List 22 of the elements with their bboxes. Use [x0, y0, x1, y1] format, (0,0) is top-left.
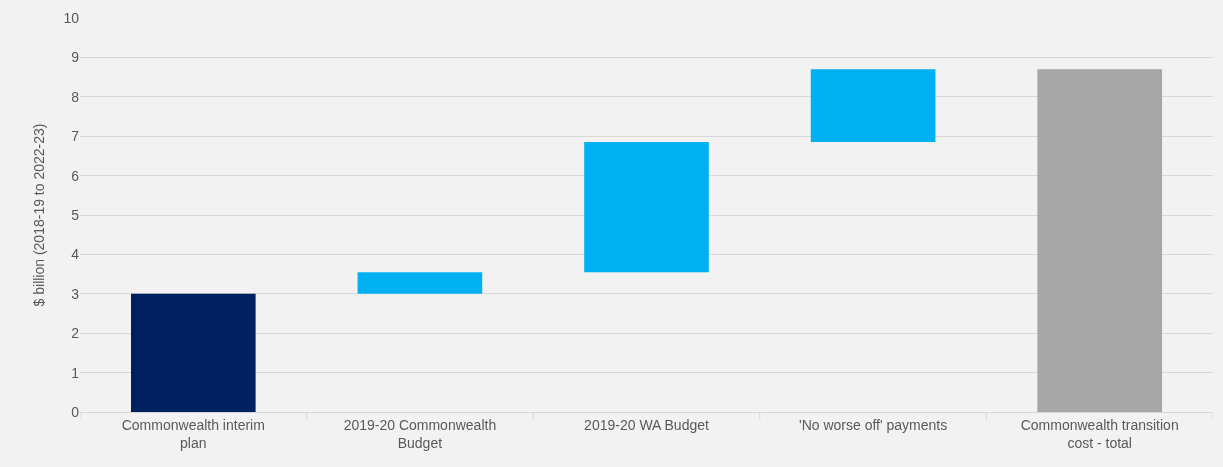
- y-tick-label: 6: [71, 167, 80, 184]
- y-tick-label: 7: [71, 128, 80, 145]
- y-tick-label: 5: [71, 206, 80, 223]
- x-tick-label: 2019-20 Commonwealth Budget: [343, 416, 497, 451]
- bar: [584, 142, 709, 273]
- y-tick-label: 9: [71, 49, 80, 66]
- x-tick-label: 2019-20 WA Budget: [584, 416, 709, 433]
- y-tick-label: 10: [63, 9, 80, 26]
- y-axis-title: $ billion (2018-19 to 2022-23): [31, 123, 48, 307]
- bar: [357, 272, 483, 294]
- bar: [1037, 69, 1163, 412]
- y-tick-label: 8: [71, 88, 80, 105]
- y-tick-label: 2: [71, 325, 80, 342]
- y-tick-label: 0: [71, 403, 80, 420]
- y-tick-label: 4: [71, 246, 80, 263]
- bar: [130, 293, 256, 412]
- y-tick-label: 3: [71, 285, 80, 302]
- x-tick-label: Commonwealth transition cost - total: [1020, 416, 1179, 451]
- x-tick-label: 'No worse off' payments: [798, 416, 948, 433]
- y-tick-label: 1: [71, 364, 80, 381]
- x-tick-label: Commonwealth interim plan: [121, 416, 265, 451]
- bar: [810, 69, 936, 143]
